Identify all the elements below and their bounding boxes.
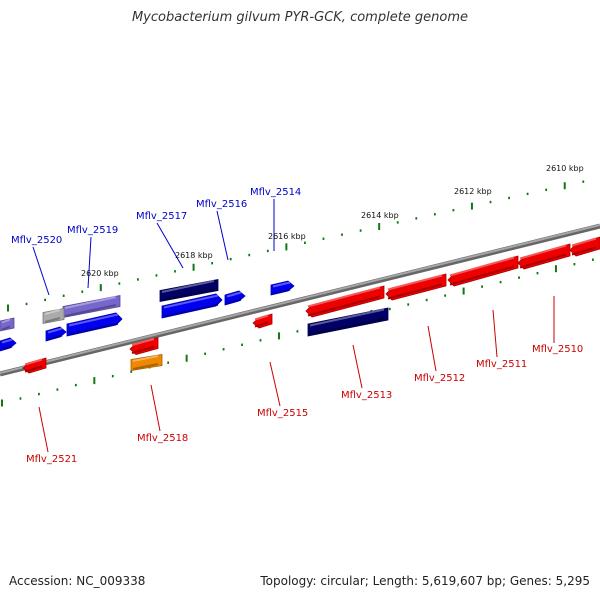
leader-line [87, 236, 92, 289]
gene-label[interactable]: Mflv_2510 [532, 344, 583, 355]
gene-feature[interactable] [385, 273, 447, 301]
leader-line [32, 246, 50, 296]
leader-line [38, 406, 49, 453]
gene-label[interactable]: Mflv_2511 [476, 359, 527, 370]
gene-label[interactable]: Mflv_2517 [136, 211, 187, 222]
gene-feature[interactable] [307, 307, 389, 337]
page-title: Mycobacterium gilvum PYR-GCK, complete g… [131, 10, 469, 25]
gene-label[interactable]: Mflv_2520 [11, 235, 62, 246]
gene-feature[interactable] [517, 243, 571, 270]
gene-label[interactable]: Mflv_2513 [341, 390, 392, 401]
gene-feature[interactable] [0, 337, 17, 352]
backbone-line-highlight [0, 224, 600, 374]
kbp-label: 2616 kbp [268, 232, 306, 241]
gene-label[interactable]: Mflv_2516 [196, 199, 247, 210]
kbp-label: 2620 kbp [81, 269, 119, 278]
gene-feature[interactable] [224, 290, 246, 306]
kbp-label: 2618 kbp [175, 251, 213, 260]
kbp-label: 2614 kbp [361, 211, 399, 220]
leader-line [492, 309, 498, 358]
gene-feature[interactable] [447, 255, 519, 287]
leader-line [352, 344, 363, 389]
leader-line [150, 384, 161, 432]
leader-line [427, 325, 437, 372]
gene-feature[interactable] [305, 285, 385, 318]
gene-feature[interactable] [569, 236, 600, 257]
gene-feature[interactable] [129, 336, 159, 355]
gene-feature[interactable] [45, 326, 67, 342]
inner-scale-track [1, 258, 594, 407]
gene-feature[interactable] [62, 295, 121, 318]
gene-feature[interactable] [270, 280, 295, 296]
kbp-labels: 2610 kbp 2612 kbp 2614 kbp 2616 kbp 2618 kbp… [81, 164, 584, 278]
genome-backbone [0, 223, 600, 377]
gene-label[interactable]: Mflv_2515 [257, 408, 308, 419]
genome-summary-text: Topology: circular; Length: 5,619,607 bp… [260, 574, 590, 588]
gene-feature[interactable] [22, 357, 47, 374]
gene-labels: Mflv_2510 Mflv_2511 Mflv_2512 Mflv_2513 Mflv… [11, 187, 583, 465]
gene-feature[interactable] [159, 279, 219, 302]
gene-label[interactable]: Mflv_2518 [137, 433, 188, 444]
gene-label[interactable]: Mflv_2519 [67, 225, 118, 236]
leader-line [269, 361, 281, 407]
kbp-label: 2612 kbp [454, 187, 492, 196]
gene-label[interactable]: Mflv_2512 [414, 373, 465, 384]
gene-label[interactable]: Mflv_2514 [250, 187, 301, 198]
leader-line [156, 222, 184, 269]
gene-feature[interactable] [0, 317, 15, 332]
outer-scale-track [7, 180, 585, 312]
gene-label[interactable]: Mflv_2521 [26, 454, 77, 465]
gene-feature[interactable] [252, 313, 273, 329]
label-leaders [32, 199, 555, 453]
gene-feature[interactable] [42, 308, 65, 324]
kbp-label: 2610 kbp [546, 164, 584, 173]
gene-features [0, 236, 600, 374]
gene-feature[interactable] [161, 293, 223, 319]
gene-feature[interactable] [130, 354, 163, 371]
accession-text: Accession: NC_009338 [9, 574, 146, 588]
leader-line [216, 210, 229, 261]
gene-feature[interactable] [66, 312, 123, 337]
